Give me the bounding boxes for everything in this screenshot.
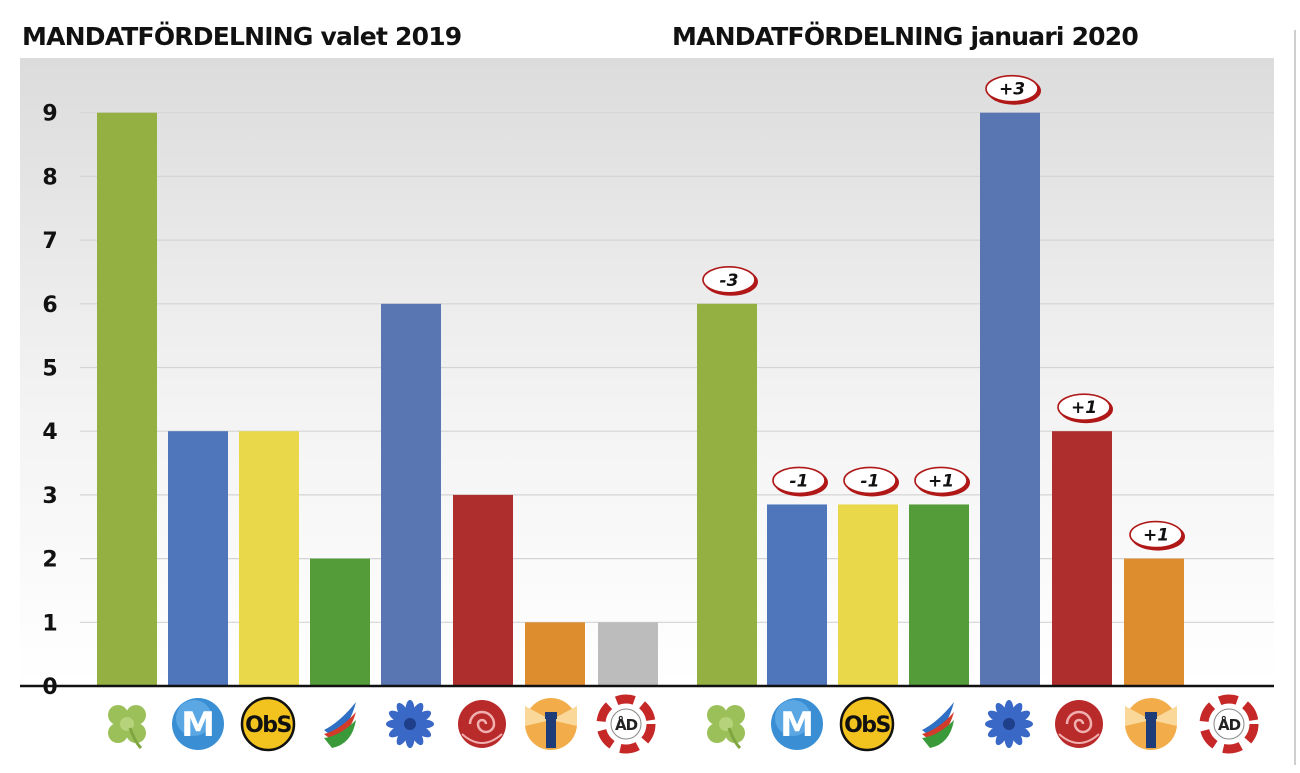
y-tick-label: 6	[42, 293, 57, 318]
bar-2019-lighthouse	[525, 622, 585, 686]
y-tick-label: 1	[42, 611, 57, 636]
change-badge-m: -1	[772, 466, 828, 497]
change-badge-label: +1	[1143, 526, 1169, 546]
bar-2020-m	[767, 504, 827, 686]
change-badge-rose: +1	[1057, 393, 1113, 424]
flag-swoosh-icon	[922, 702, 954, 748]
logo-label: ObS	[245, 713, 291, 738]
y-tick-label: 2	[42, 548, 57, 573]
change-badge-obs: -1	[843, 466, 899, 497]
bar-2020-flag	[909, 504, 969, 686]
logo-label: ObS	[844, 713, 890, 738]
bar-2020-lighthouse	[1124, 558, 1184, 686]
bar-2020-cornflower	[980, 112, 1040, 686]
y-tick-label: 8	[42, 165, 57, 190]
chart-title-2019: MANDATFÖRDELNING valet 2019	[22, 22, 462, 51]
bar-2019-m	[168, 431, 228, 686]
change-badge-label: +1	[1071, 398, 1097, 418]
y-tick-label: 5	[42, 357, 57, 382]
logo-label: M	[780, 705, 814, 745]
rose-icon	[458, 700, 506, 748]
y-tick-label: 7	[42, 229, 57, 254]
bar-2020-clover	[697, 303, 757, 686]
change-badge-clover: -3	[702, 265, 758, 296]
bar-2020-rose	[1052, 431, 1112, 686]
change-badge-label: +3	[999, 80, 1025, 100]
rose-icon	[1055, 700, 1103, 748]
y-tick-label: 9	[42, 102, 57, 127]
change-badge-cornflower: +3	[985, 74, 1041, 105]
obs-icon: ObS	[839, 696, 895, 752]
clover-icon	[707, 705, 745, 750]
change-badge-label: +1	[928, 471, 954, 491]
bar-2019-rose	[453, 494, 513, 686]
bar-2019-flag	[310, 558, 370, 686]
bar-2019-cornflower	[381, 303, 441, 686]
moderat-m-icon: M	[172, 698, 224, 750]
chart-title-2020: MANDATFÖRDELNING januari 2020	[672, 22, 1139, 51]
change-badge-label: -1	[861, 471, 880, 491]
bar-2019-clover	[97, 112, 157, 686]
bar-2019-ad	[598, 622, 658, 686]
lifebuoy-ad-icon: ÅD	[596, 694, 656, 754]
obs-icon: ObS	[240, 696, 296, 752]
bar-2020-obs	[838, 504, 898, 686]
logo-label: ÅD	[1218, 715, 1241, 734]
clover-icon	[108, 705, 146, 750]
bar-2019-obs	[239, 431, 299, 686]
cornflower-icon	[985, 700, 1033, 748]
cornflower-icon	[386, 700, 434, 748]
right-divider	[1294, 30, 1296, 765]
lifebuoy-ad-icon: ÅD	[1199, 694, 1259, 754]
change-badge-flag: +1	[914, 466, 970, 497]
lighthouse-icon	[1125, 698, 1177, 750]
moderat-m-icon: M	[771, 698, 823, 750]
y-tick-label: 4	[42, 420, 57, 445]
logo-label: M	[181, 705, 215, 745]
change-badge-lighthouse: +1	[1129, 520, 1185, 551]
lighthouse-icon	[525, 698, 577, 750]
change-badge-label: -3	[720, 271, 739, 291]
y-tick-label: 3	[42, 484, 57, 509]
change-badge-label: -1	[790, 471, 809, 491]
logo-label: ÅD	[615, 715, 638, 734]
flag-swoosh-icon	[324, 702, 356, 748]
y-tick-label: 0	[42, 675, 57, 700]
